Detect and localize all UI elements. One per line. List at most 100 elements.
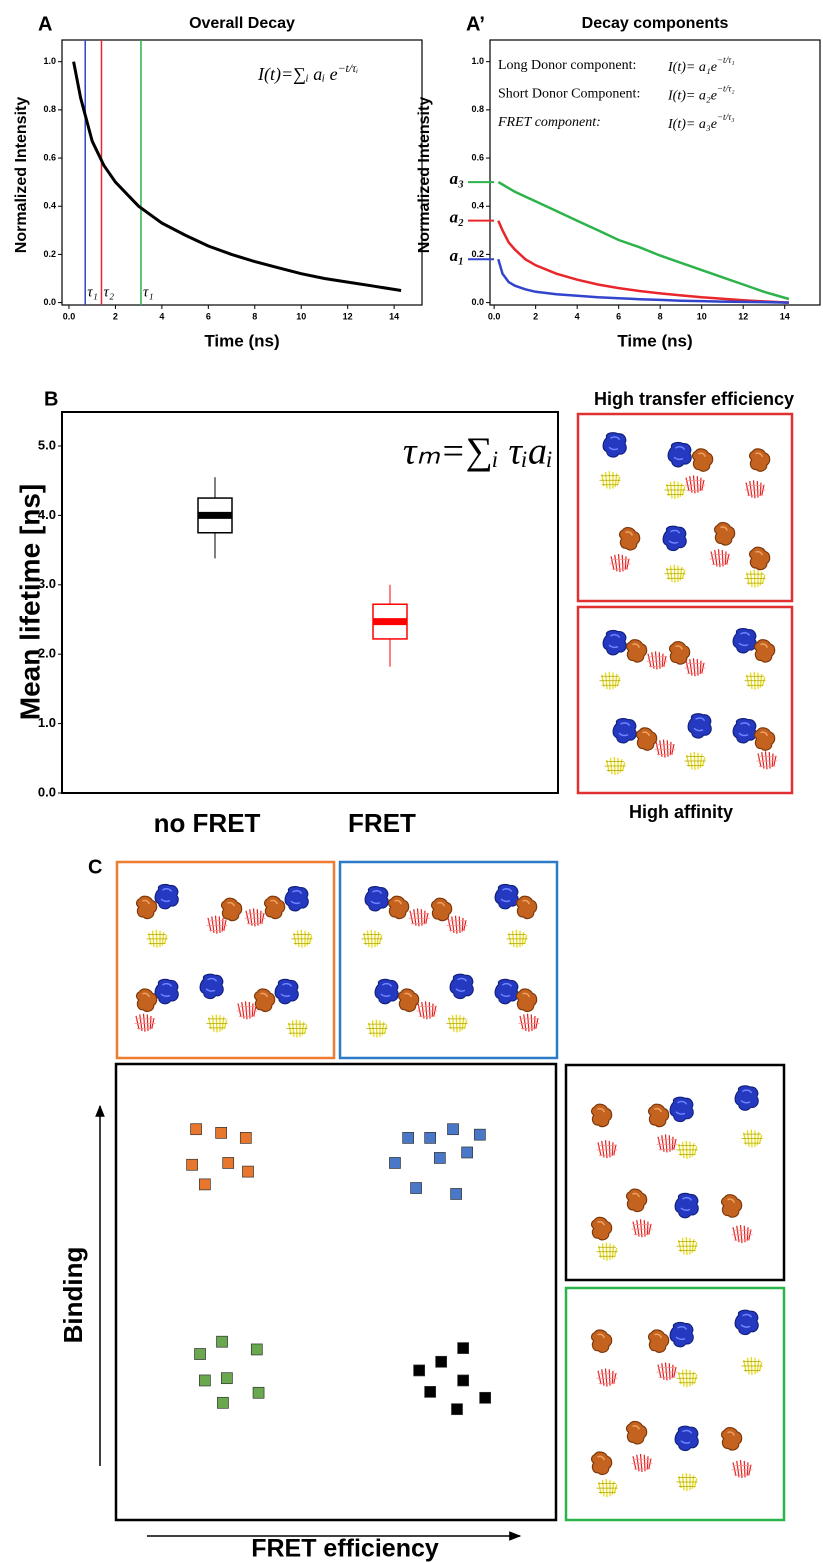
molecule: [602, 629, 628, 656]
lifetime-label: τ₁: [87, 284, 98, 300]
y-tick-label: 5.0: [38, 437, 56, 452]
point: [424, 1386, 437, 1398]
x-tick-label: 2: [533, 311, 538, 321]
y-tick-label: 0.2: [43, 249, 56, 259]
formula-base: I(t)= a₁e: [667, 60, 717, 75]
point: [221, 1372, 233, 1385]
y-tick-label: 0.0: [43, 297, 56, 307]
x-tick-label: 10: [697, 311, 707, 321]
x-tick-label: 12: [738, 311, 748, 321]
amplitude-label: a₁: [450, 246, 464, 265]
decay-curve: [497, 220, 789, 304]
molecule: [687, 713, 713, 739]
point: [186, 1158, 198, 1171]
plot-frame: [61, 411, 559, 794]
molecule: [154, 883, 180, 910]
x-tick-label: 14: [780, 311, 790, 321]
formula: τₘ=∑ᵢ τᵢaᵢ: [403, 431, 553, 473]
y-tick-label: 1.0: [43, 56, 56, 66]
molecule: [732, 717, 758, 744]
x-tick-label: 6: [206, 311, 211, 321]
legend-formula: I(t)= a₃e−t/τ₃: [667, 112, 735, 132]
chart-title: Decay components: [582, 15, 729, 32]
molecule: [154, 978, 180, 1005]
formula-sup: −t/τ₁: [717, 55, 735, 65]
y-tick-label: 0.0: [471, 297, 484, 307]
point: [222, 1157, 235, 1169]
point: [217, 1396, 229, 1409]
x-tick-label: 8: [252, 311, 257, 321]
decay-curve: [72, 61, 402, 292]
panel-label: A’: [466, 13, 485, 35]
molecule: [734, 1309, 760, 1336]
x-tick-label: 14: [389, 311, 399, 321]
point: [450, 1188, 462, 1200]
decay-curve: [497, 258, 789, 304]
point: [479, 1391, 492, 1404]
x-tick-label: 6: [616, 311, 621, 321]
point: [250, 1343, 263, 1356]
x-tick-label: 2: [113, 311, 118, 321]
y-axis-label: Normalized Intensity: [416, 97, 433, 254]
point: [410, 1182, 422, 1194]
point: [194, 1348, 206, 1360]
point: [215, 1127, 228, 1139]
point: [413, 1364, 426, 1377]
x-tick-label: 4: [575, 311, 580, 321]
formula-sup: −t/τ₃: [717, 112, 735, 122]
point: [239, 1132, 252, 1144]
point: [252, 1386, 265, 1399]
point: [447, 1123, 459, 1136]
y-tick-label: 0.4: [43, 201, 56, 211]
formula-sup: −t/τᵢ: [338, 62, 359, 75]
x-tick-label: no FRET: [154, 808, 261, 838]
formula-sup: −t/τ₂: [717, 84, 735, 94]
molecule: [734, 1085, 760, 1111]
molecule: [612, 717, 638, 744]
molecule: [602, 431, 628, 458]
point: [424, 1132, 437, 1144]
panel-label: B: [44, 388, 58, 410]
legend-label: Long Donor component:: [498, 58, 636, 73]
y-tick-label: 0.6: [43, 152, 56, 162]
molecule: [199, 973, 225, 1000]
legend-formula: I(t)= a₂e−t/τ₂: [667, 84, 735, 104]
point: [457, 1342, 470, 1354]
point: [461, 1146, 473, 1159]
molecule: [494, 883, 520, 910]
y-tick-label: 1.0: [38, 715, 56, 730]
point: [474, 1128, 486, 1141]
illustration-title: High transfer efficiency: [594, 389, 794, 409]
y-tick-label: 0.4: [471, 201, 484, 211]
y-tick-label: 0.8: [471, 104, 484, 114]
point: [435, 1355, 448, 1368]
molecule: [274, 978, 300, 1005]
x-axis-label: Time (ns): [204, 331, 279, 350]
illustration-title: High affinity: [629, 802, 733, 822]
y-tick-label: 1.0: [471, 56, 484, 66]
y-tick-label: 0.6: [471, 152, 484, 162]
legend-label: Short Donor Component:: [498, 87, 640, 102]
panel-label: C: [88, 856, 102, 878]
point: [402, 1132, 415, 1144]
formula-base: I(t)= a₃e: [667, 117, 717, 132]
panel-label: A: [38, 13, 52, 35]
molecule: [674, 1192, 700, 1219]
point: [199, 1374, 211, 1387]
x-tick-label: 4: [159, 311, 164, 321]
amplitude-label: a₃: [450, 169, 465, 188]
molecule: [669, 1096, 695, 1123]
molecule: [364, 885, 390, 912]
point: [199, 1178, 211, 1191]
plot-frame: [489, 39, 821, 306]
molecule: [449, 973, 475, 1000]
molecule: [374, 978, 400, 1005]
point: [433, 1152, 446, 1164]
y-axis-label: Normalized Intensity: [13, 97, 30, 254]
point: [216, 1335, 228, 1348]
molecule: [494, 978, 520, 1005]
lifetime-label: τ₁: [143, 284, 154, 300]
chart-title: Overall Decay: [189, 15, 295, 32]
y-tick-label: 2.0: [38, 646, 56, 661]
